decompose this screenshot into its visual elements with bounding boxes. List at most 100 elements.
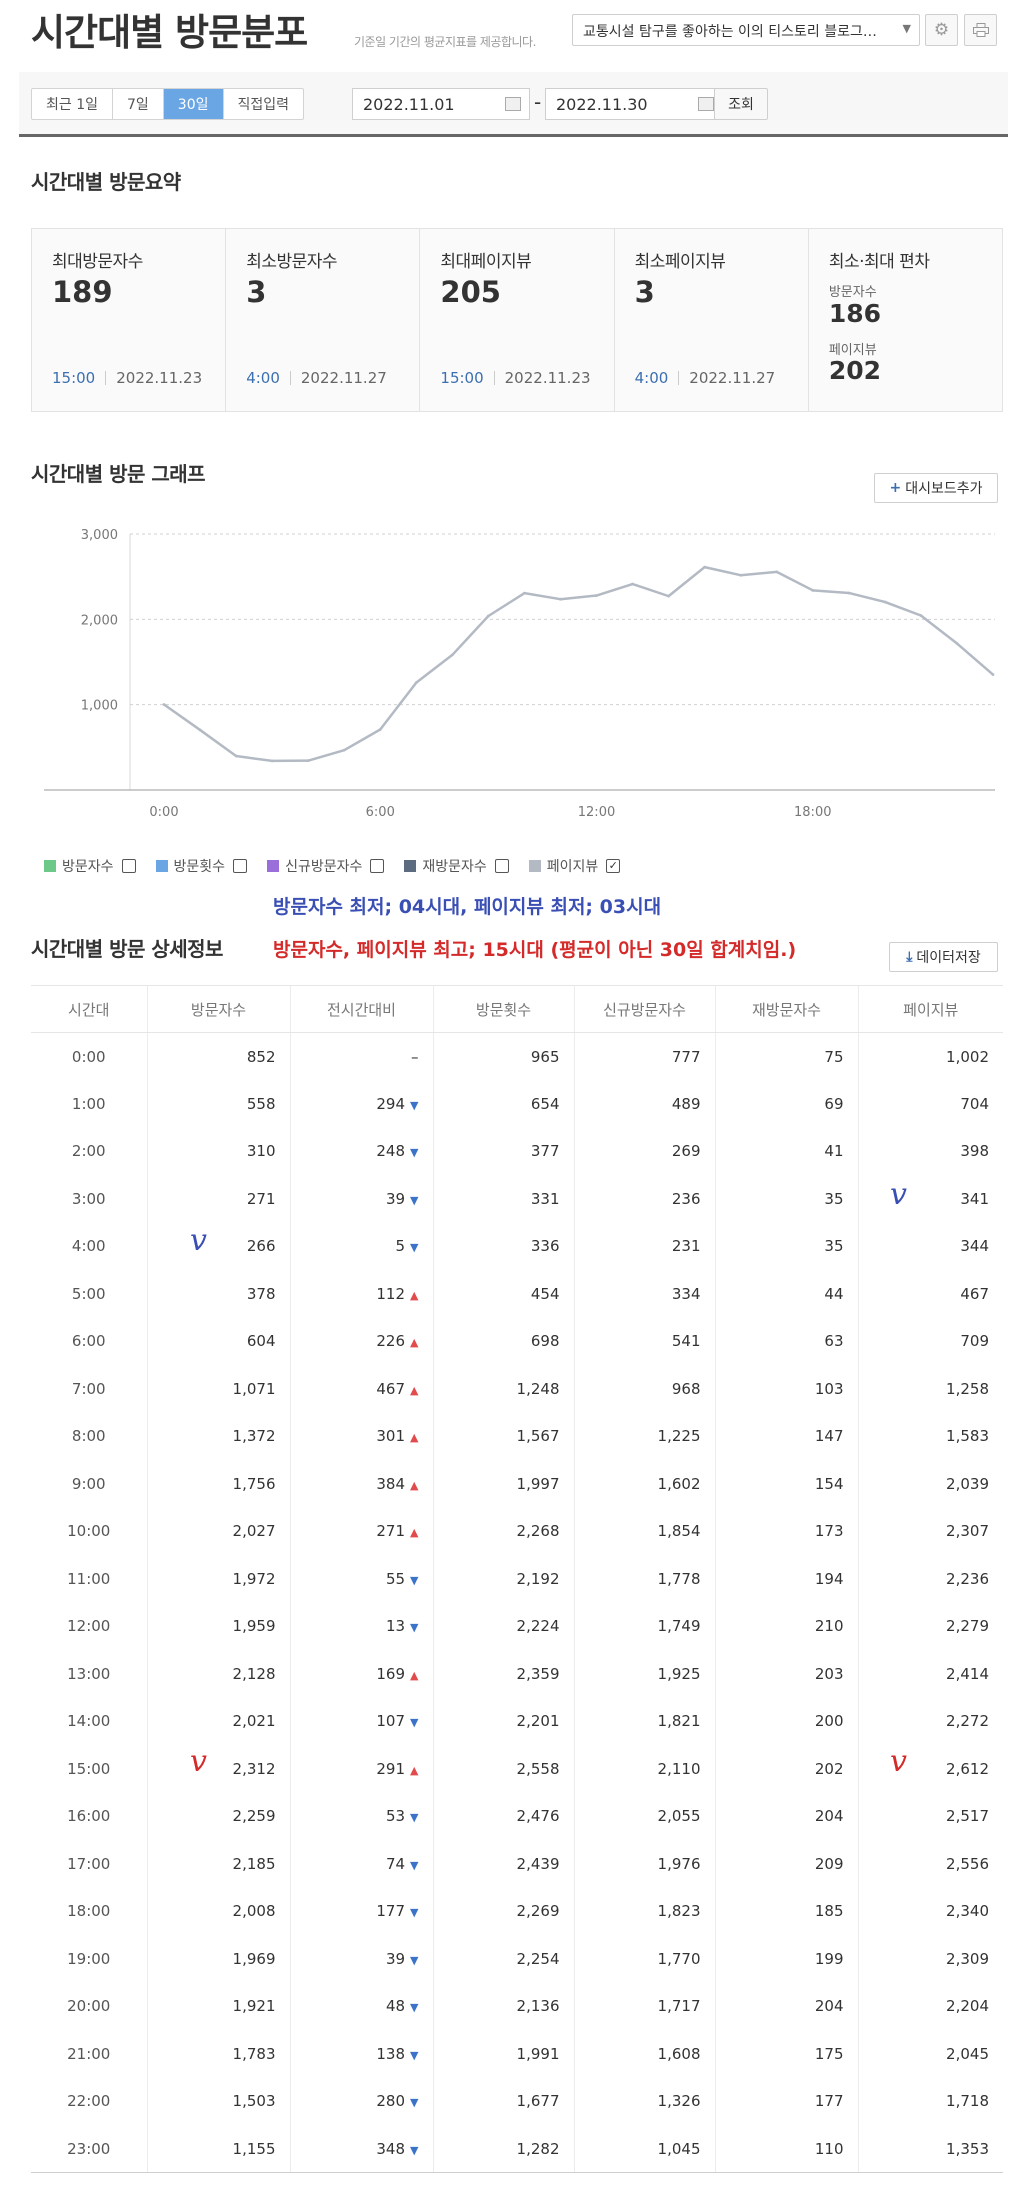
tab-recent-1day[interactable]: 최근 1일 xyxy=(32,89,113,119)
cell-pageviews-value: 2,340 xyxy=(946,1902,989,1921)
check-mark-min-pageviews: v xyxy=(890,1180,907,1210)
cell-returning-visitors-value: 44 xyxy=(824,1284,844,1303)
table-row: 23:00 1,155 348 ▼ 1,282 1,045 110 1,353 xyxy=(31,2125,1003,2173)
arrow-up-icon: ▲ xyxy=(410,1478,419,1492)
table-row: 7:00 1,071 467 ▲ 1,248 968 103 1,258 xyxy=(31,1365,1003,1413)
check-mark: v xyxy=(190,1223,207,1258)
cell-visitors: 310 xyxy=(146,1127,290,1175)
cell-diff-value: 39 xyxy=(385,1949,406,1968)
annotation-max-note: 방문자수, 페이지뷰 최고; 15시대 (평균이 아닌 30일 합계치임.) xyxy=(273,939,797,961)
cell-visits: 1,567 xyxy=(432,1412,574,1460)
legend-checkbox[interactable] xyxy=(370,859,385,873)
legend-item-new-visitors[interactable]: 신규방문자수 xyxy=(267,856,385,876)
cell-hour-value: 11:00 xyxy=(67,1569,111,1588)
cell-visitors: 1,921 xyxy=(146,1982,290,2030)
tab-custom[interactable]: 직접입력 xyxy=(237,97,290,113)
cell-pageviews-value: 1,002 xyxy=(946,1047,989,1066)
blog-select[interactable]: 교통시설 탐구를 좋아하는 이의 티스토리 블로그… ▼ xyxy=(572,14,920,46)
cell-diff: 112 ▲ xyxy=(289,1270,433,1318)
data-save-button[interactable]: ⤓ 데이터저장 xyxy=(889,942,998,972)
legend-item-returning-visitors[interactable]: 재방문자수 xyxy=(404,856,509,876)
calendar-icon[interactable] xyxy=(698,97,714,111)
check-mark-max-pageviews: v xyxy=(890,1747,907,1777)
legend-label: 신규방문자수 xyxy=(285,859,363,875)
settings-button[interactable]: ⚙ xyxy=(925,14,958,46)
legend-checkbox[interactable] xyxy=(494,859,509,873)
cell-pageviews-value: 344 xyxy=(960,1237,989,1256)
cell-visits: 377 xyxy=(432,1127,574,1175)
legend-label: 재방문자수 xyxy=(422,859,487,875)
cell-new-visitors: 2,055 xyxy=(573,1792,715,1840)
data-point xyxy=(234,754,238,758)
cell-visitors: 2,259 xyxy=(146,1792,290,1840)
arrow-down-icon: ▼ xyxy=(410,2048,419,2062)
date-range-dash: - xyxy=(534,90,542,114)
print-button[interactable] xyxy=(964,14,997,46)
summary-date: 2022.11.23 xyxy=(504,369,591,387)
tab-30days[interactable]: 30일 xyxy=(163,89,224,119)
table-row: 22:00 1,503 280 ▼ 1,677 1,326 177 1,718 xyxy=(31,2077,1003,2125)
cell-visitors-value: 1,783 xyxy=(232,2044,276,2063)
cell-pageviews-value: 2,039 xyxy=(946,1474,989,1493)
summary-label: 최대방문자수 xyxy=(52,252,143,272)
legend-checkbox[interactable] xyxy=(233,859,248,873)
table-row: 21:00 1,783 138 ▼ 1,991 1,608 175 2,045 xyxy=(31,2030,1003,2078)
cell-returning-visitors-value: 204 xyxy=(814,1997,844,2016)
cell-visits: 698 xyxy=(432,1317,574,1365)
cell-visits-value: 1,997 xyxy=(516,1474,560,1493)
divider xyxy=(105,371,107,385)
end-date-value: 2022.11.30 xyxy=(556,95,648,114)
table-row: 19:00 1,969 39 ▼ 2,254 1,770 199 2,309 xyxy=(31,1935,1003,1983)
cell-pageviews-value: 704 xyxy=(960,1094,989,1113)
cell-pageviews: 2,039 xyxy=(857,1460,1003,1508)
dashboard-add-button[interactable]: + 대시보드추가 xyxy=(874,473,998,503)
cell-hour-value: 19:00 xyxy=(67,1949,111,1968)
legend-checkbox[interactable] xyxy=(121,859,136,873)
cell-visitors: 852 xyxy=(146,1032,290,1080)
cell-diff: 248 ▼ xyxy=(289,1127,433,1175)
chart-legend: 방문자수 방문횟수 신규방문자수 재방문자수 페이지뷰 ✓ xyxy=(44,856,640,876)
cell-visits-value: 2,192 xyxy=(516,1569,560,1588)
cell-pageviews: 1,353 xyxy=(857,2125,1003,2173)
end-date-input[interactable]: 2022.11.30 xyxy=(545,88,723,120)
table-row: 8:00 1,372 301 ▲ 1,567 1,225 147 1,583 xyxy=(31,1412,1003,1460)
cell-diff-value: 301 xyxy=(376,1427,406,1446)
cell-pageviews: 1,258 xyxy=(857,1365,1003,1413)
data-point xyxy=(883,600,887,604)
legend-item-visits[interactable]: 방문횟수 xyxy=(155,856,248,876)
cell-visitors: 1,959 xyxy=(146,1602,290,1650)
tab-7days[interactable]: 7일 xyxy=(113,89,164,119)
cell-hour: 2:00 xyxy=(31,1128,147,1176)
legend-checkbox[interactable]: ✓ xyxy=(606,859,621,873)
cell-visits-value: 1,567 xyxy=(516,1427,560,1446)
table-row: 18:00 2,008 177 ▼ 2,269 1,823 185 2,340 xyxy=(31,1887,1003,1935)
cell-pageviews: 709 xyxy=(857,1317,1003,1365)
cell-visitors: 1,756 xyxy=(146,1460,290,1508)
cell-visits-value: 454 xyxy=(530,1284,560,1303)
table-row: 3:00 271 39 ▼ 331 236 35 341 xyxy=(31,1175,1003,1223)
cell-diff-value: 248 xyxy=(376,1142,406,1161)
cell-visitors: 2,021 xyxy=(146,1697,290,1745)
cell-diff: 48 ▼ xyxy=(289,1982,433,2030)
page-title: 시간대별 방문분포 xyxy=(31,11,308,54)
legend-item-pageviews[interactable]: 페이지뷰 ✓ xyxy=(528,856,621,876)
cell-visits: 2,254 xyxy=(432,1935,574,1983)
cell-hour-value: 20:00 xyxy=(67,1997,111,2016)
query-button[interactable]: 조회 xyxy=(714,88,768,120)
cell-diff: 74 ▼ xyxy=(289,1840,433,1888)
cell-visitors: 1,503 xyxy=(146,2077,290,2125)
legend-item-visitors[interactable]: 방문자수 xyxy=(44,856,136,876)
cell-diff-value: 53 xyxy=(385,1807,406,1826)
cell-visits-value: 377 xyxy=(530,1142,560,1161)
cell-new-visitors-value: 1,821 xyxy=(657,1712,701,1731)
cell-returning-visitors: 35 xyxy=(714,1222,858,1270)
y-tick-label: 1,000 xyxy=(81,699,118,714)
dashboard-add-label: 대시보드추가 xyxy=(905,481,983,497)
cell-new-visitors-value: 1,225 xyxy=(657,1427,701,1446)
cell-diff-value: 39 xyxy=(385,1189,406,1208)
cell-hour: 14:00 xyxy=(31,1698,147,1746)
start-date-input[interactable]: 2022.11.01 xyxy=(352,88,530,120)
calendar-icon[interactable] xyxy=(505,97,521,111)
cell-visitors-value: 1,155 xyxy=(232,2139,276,2158)
cell-pageviews: 467 xyxy=(857,1270,1003,1318)
